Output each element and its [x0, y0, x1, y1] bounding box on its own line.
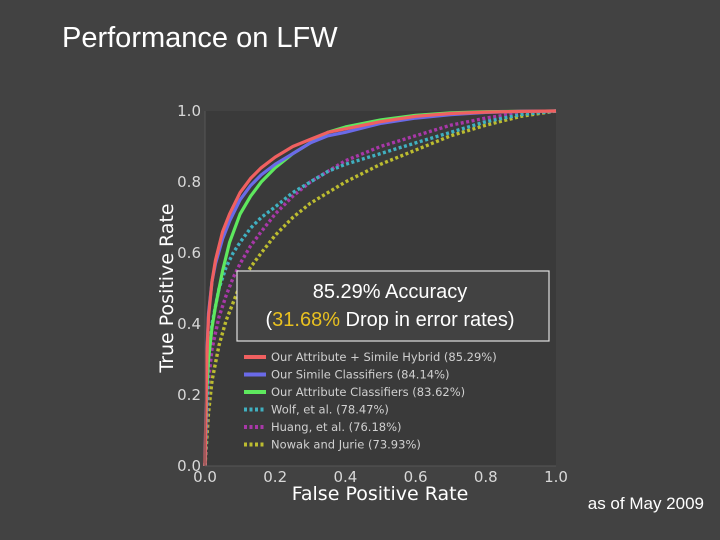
- callout-accuracy: 85.29% Accuracy: [313, 281, 468, 303]
- x-tick-2: 0.4: [333, 468, 357, 486]
- y-tick-3: 0.6: [177, 244, 201, 262]
- y-tick-4: 0.8: [177, 173, 201, 191]
- x-tick-4: 0.8: [474, 468, 498, 486]
- footnote: as of May 2009: [587, 494, 704, 513]
- y-tick-labels: 0.0 0.2 0.4 0.6 0.8 1.0: [177, 102, 201, 475]
- y-tick-0: 0.0: [177, 457, 201, 475]
- callout-highlight: 31.68%: [272, 309, 340, 331]
- x-tick-5: 1.0: [544, 468, 568, 486]
- legend-label-4: Huang, et al. (76.18%): [271, 420, 402, 434]
- legend-label-1: Our Simile Classifiers (84.14%): [271, 368, 450, 382]
- series-line-0: [203, 109, 557, 467]
- legend-box: [236, 344, 550, 457]
- x-tick-labels: 0.0 0.2 0.4 0.6 0.8 1.0: [193, 468, 568, 486]
- legend-label-3: Wolf, et al. (78.47%): [271, 403, 389, 417]
- y-axis-label: True Positive Rate: [156, 203, 178, 373]
- accuracy-callout: 85.29% Accuracy (31.68% Drop in error ra…: [236, 270, 550, 342]
- y-tick-1: 0.2: [177, 386, 201, 404]
- legend-label-5: Nowak and Jurie (73.93%): [271, 438, 421, 452]
- x-tick-0: 0.0: [193, 468, 217, 486]
- legend: Our Attribute + Simile Hybrid (85.29%) Ou…: [236, 344, 550, 457]
- series-line-5: [203, 109, 557, 467]
- x-axis-label: False Positive Rate: [292, 483, 469, 505]
- legend-label-2: Our Attribute Classifiers (83.62%): [271, 385, 465, 399]
- legend-label-0: Our Attribute + Simile Hybrid (85.29%): [271, 350, 497, 364]
- callout-error-drop: (31.68% Drop in error rates): [265, 309, 514, 331]
- y-tick-5: 1.0: [177, 102, 201, 120]
- x-tick-3: 0.6: [404, 468, 428, 486]
- x-tick-1: 0.2: [263, 468, 287, 486]
- series-lines: [203, 109, 557, 467]
- slide-title: Performance on LFW: [62, 22, 338, 54]
- y-tick-2: 0.4: [177, 315, 201, 333]
- series-line-4: [203, 109, 557, 467]
- callout-box: [236, 270, 550, 342]
